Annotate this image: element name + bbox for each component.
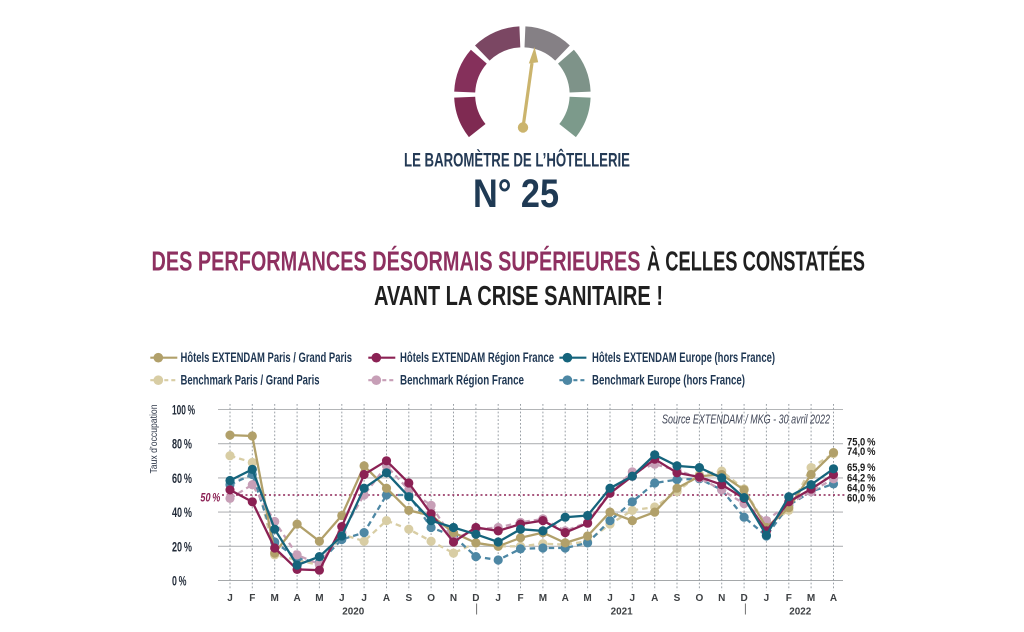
svg-text:D: D <box>740 593 747 604</box>
svg-text:N° 25: N° 25 <box>473 172 559 216</box>
svg-text:74,0 %: 74,0 % <box>847 446 876 458</box>
svg-text:N: N <box>718 593 725 604</box>
svg-text:J: J <box>630 593 636 604</box>
svg-text:75,0 %: 75,0 % <box>847 437 876 449</box>
svg-text:J: J <box>339 593 345 604</box>
svg-text:64,0 %: 64,0 % <box>847 483 876 495</box>
svg-text:A: A <box>651 593 658 604</box>
svg-text:J: J <box>361 593 367 604</box>
svg-text:60,0 %: 60,0 % <box>847 493 876 505</box>
svg-text:M: M <box>271 593 279 604</box>
svg-text:J: J <box>764 593 770 604</box>
svg-text:J: J <box>227 593 233 604</box>
svg-text:O: O <box>427 593 435 604</box>
svg-text:65,9 %: 65,9 % <box>847 462 876 474</box>
svg-text:A: A <box>830 593 837 604</box>
svg-text:M: M <box>315 593 323 604</box>
svg-text:Source EXTENDAM / MKG - 30 avr: Source EXTENDAM / MKG - 30 avril 2022 <box>662 412 830 427</box>
svg-text:M: M <box>807 593 815 604</box>
svg-text:F: F <box>249 593 255 604</box>
svg-text:D: D <box>472 593 479 604</box>
svg-text:Benchmark Europe (hors France): Benchmark Europe (hors France) <box>592 373 745 388</box>
svg-text:DES PERFORMANCES DÉSORMAIS SUP: DES PERFORMANCES DÉSORMAIS SUPÉRIEURES <box>152 245 641 276</box>
svg-text:S: S <box>674 593 681 604</box>
svg-text:M: M <box>539 593 547 604</box>
svg-text:AVANT LA CRISE SANITAIRE !: AVANT LA CRISE SANITAIRE ! <box>374 280 663 311</box>
svg-text:60 %: 60 % <box>172 471 192 486</box>
svg-text:100 %: 100 % <box>172 403 195 418</box>
svg-text:50 %: 50 % <box>200 492 220 504</box>
svg-text:N: N <box>450 593 457 604</box>
svg-text:A: A <box>293 593 300 604</box>
svg-text:Hôtels EXTENDAM Région France: Hôtels EXTENDAM Région France <box>400 350 554 365</box>
svg-text:J: J <box>495 593 501 604</box>
svg-text:2020: 2020 <box>342 605 364 617</box>
svg-text:20 %: 20 % <box>172 539 192 554</box>
svg-text:Taux d’occupation: Taux d’occupation <box>148 404 160 473</box>
svg-text:A: A <box>562 593 569 604</box>
svg-text:M: M <box>583 593 591 604</box>
svg-text:0 %: 0 % <box>172 574 187 589</box>
svg-text:A: A <box>383 593 390 604</box>
svg-text:Hôtels EXTENDAM Europe (hors F: Hôtels EXTENDAM Europe (hors France) <box>592 350 775 365</box>
svg-text:S: S <box>405 593 412 604</box>
svg-text:Benchmark Région France: Benchmark Région France <box>400 373 524 388</box>
svg-text:À CELLES CONSTATÉES: À CELLES CONSTATÉES <box>647 245 865 276</box>
svg-text:O: O <box>696 593 704 604</box>
svg-text:2022: 2022 <box>789 605 811 617</box>
svg-text:F: F <box>517 593 523 604</box>
svg-text:F: F <box>786 593 792 604</box>
svg-text:Hôtels EXTENDAM Paris / Grand: Hôtels EXTENDAM Paris / Grand Paris <box>181 350 353 365</box>
svg-text:LE BAROMÈTRE DE L’HÔTELLERIE: LE BAROMÈTRE DE L’HÔTELLERIE <box>404 149 630 171</box>
svg-text:80 %: 80 % <box>172 437 192 452</box>
svg-text:J: J <box>607 593 613 604</box>
svg-text:64,2 %: 64,2 % <box>847 472 876 484</box>
svg-text:40 %: 40 % <box>172 505 192 520</box>
svg-text:2021: 2021 <box>611 605 633 617</box>
svg-text:Benchmark Paris / Grand Paris: Benchmark Paris / Grand Paris <box>181 373 320 388</box>
